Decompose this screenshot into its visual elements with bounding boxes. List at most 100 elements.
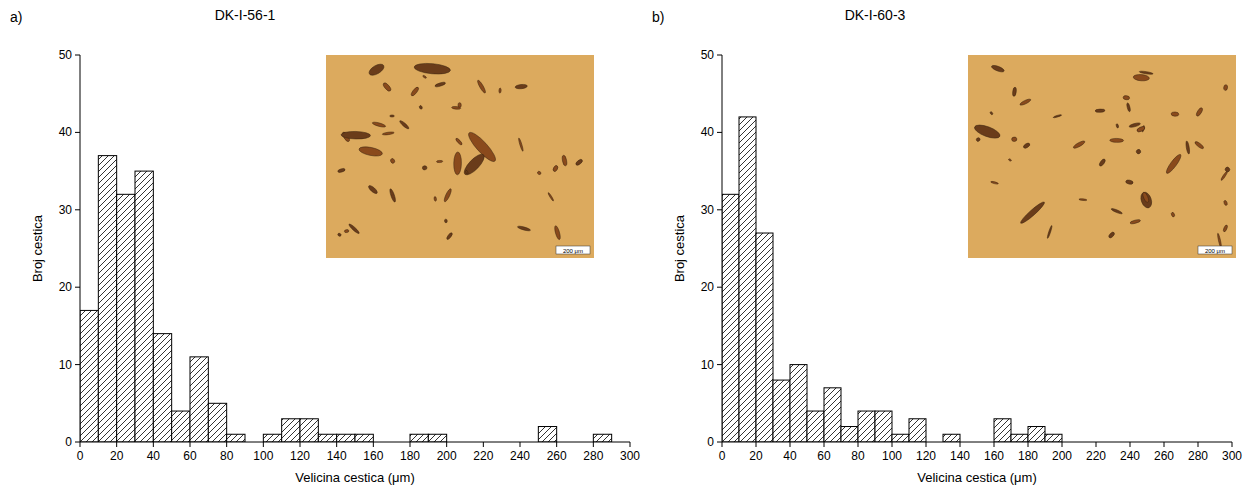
particle [1139, 71, 1153, 75]
x-axis-title: Velicina cestica (μm) [917, 470, 1036, 485]
bar [593, 434, 611, 442]
x-tick-label: 100 [253, 449, 273, 463]
bar [135, 171, 153, 442]
particle [552, 165, 559, 173]
particle [443, 188, 452, 202]
x-tick-label: 20 [110, 449, 124, 463]
bar [172, 411, 190, 442]
title: DK-I-56-1 [215, 7, 276, 23]
bar [1011, 434, 1028, 442]
bar [80, 310, 98, 442]
y-tick-label: 20 [59, 280, 73, 294]
particle [389, 188, 397, 202]
particle [1125, 179, 1133, 184]
particle [1110, 138, 1124, 142]
x-tick [153, 442, 154, 447]
particle [1108, 231, 1115, 239]
panel: a)DK-I-56-102040608010012014016018020022… [10, 7, 640, 485]
particle [1019, 200, 1046, 225]
x-tick [1130, 442, 1131, 447]
x-tick-label: 120 [916, 449, 936, 463]
x-tick-label: 140 [327, 449, 347, 463]
title: DK-I-60-3 [845, 7, 906, 23]
y-tick [75, 287, 80, 288]
particle [465, 170, 468, 175]
x-tick [824, 442, 825, 447]
inset-background [326, 55, 594, 258]
x-tick [1164, 442, 1165, 447]
bar [739, 117, 756, 442]
particle [422, 166, 427, 171]
particle [1223, 225, 1229, 233]
particle [390, 158, 396, 164]
particle [1136, 149, 1142, 155]
x-tick-label: 60 [183, 449, 197, 463]
particle [1217, 233, 1222, 248]
particle [1142, 192, 1150, 204]
y-axis [722, 55, 723, 442]
inset-image: 200 μm [326, 55, 594, 258]
particle [476, 79, 486, 93]
scale-bar [1198, 246, 1232, 254]
particle [1095, 109, 1105, 113]
x-tick [593, 442, 594, 447]
x-tick [263, 442, 264, 447]
x-axis-title: Velicina cestica (μm) [295, 470, 414, 485]
bar [318, 434, 336, 442]
y-tick [75, 442, 80, 443]
particle [344, 229, 349, 233]
x-tick [756, 442, 757, 447]
particle [1008, 158, 1011, 161]
y-tick [717, 55, 722, 56]
x-tick-label: 300 [1222, 449, 1242, 463]
particle [1012, 87, 1017, 97]
particle [1133, 74, 1150, 81]
x-tick [892, 442, 893, 447]
x-tick-label: 0 [77, 449, 84, 463]
particle [1098, 158, 1106, 167]
particle [1011, 137, 1017, 142]
particle [435, 81, 446, 87]
particle [434, 196, 437, 201]
bar [227, 434, 245, 442]
x-tick [960, 442, 961, 447]
x-tick-label: 220 [473, 449, 493, 463]
x-tick-label: 60 [817, 449, 831, 463]
x-tick-label: 40 [147, 449, 161, 463]
x-axis [722, 442, 1232, 443]
particle [454, 152, 462, 175]
x-tick [722, 442, 723, 447]
x-tick [1096, 442, 1097, 447]
x-tick [858, 442, 859, 447]
bar [208, 403, 226, 442]
particle [1047, 225, 1053, 238]
x-tick [373, 442, 374, 447]
particle [973, 122, 1002, 140]
x-tick-label: 40 [783, 449, 797, 463]
x-tick-label: 80 [851, 449, 865, 463]
x-tick [520, 442, 521, 447]
particle [1130, 219, 1141, 225]
particle [1126, 103, 1131, 112]
particle [1171, 212, 1176, 217]
bar [1045, 434, 1062, 442]
particle [1164, 153, 1182, 175]
y-tick [717, 364, 722, 365]
particle [1220, 171, 1228, 181]
bar [98, 156, 116, 442]
y-tick-label: 0 [65, 435, 72, 449]
particle [499, 88, 502, 93]
bar [994, 419, 1011, 442]
inset-background [968, 55, 1236, 258]
bar [841, 427, 858, 442]
particle [399, 120, 410, 130]
x-tick [410, 442, 411, 447]
particle [410, 86, 419, 97]
particle [382, 131, 394, 135]
bar [538, 427, 556, 442]
y-tick [75, 55, 80, 56]
bar [790, 365, 807, 442]
particle [1223, 200, 1228, 206]
scale-label: 200 μm [563, 248, 583, 254]
y-tick [75, 364, 80, 365]
